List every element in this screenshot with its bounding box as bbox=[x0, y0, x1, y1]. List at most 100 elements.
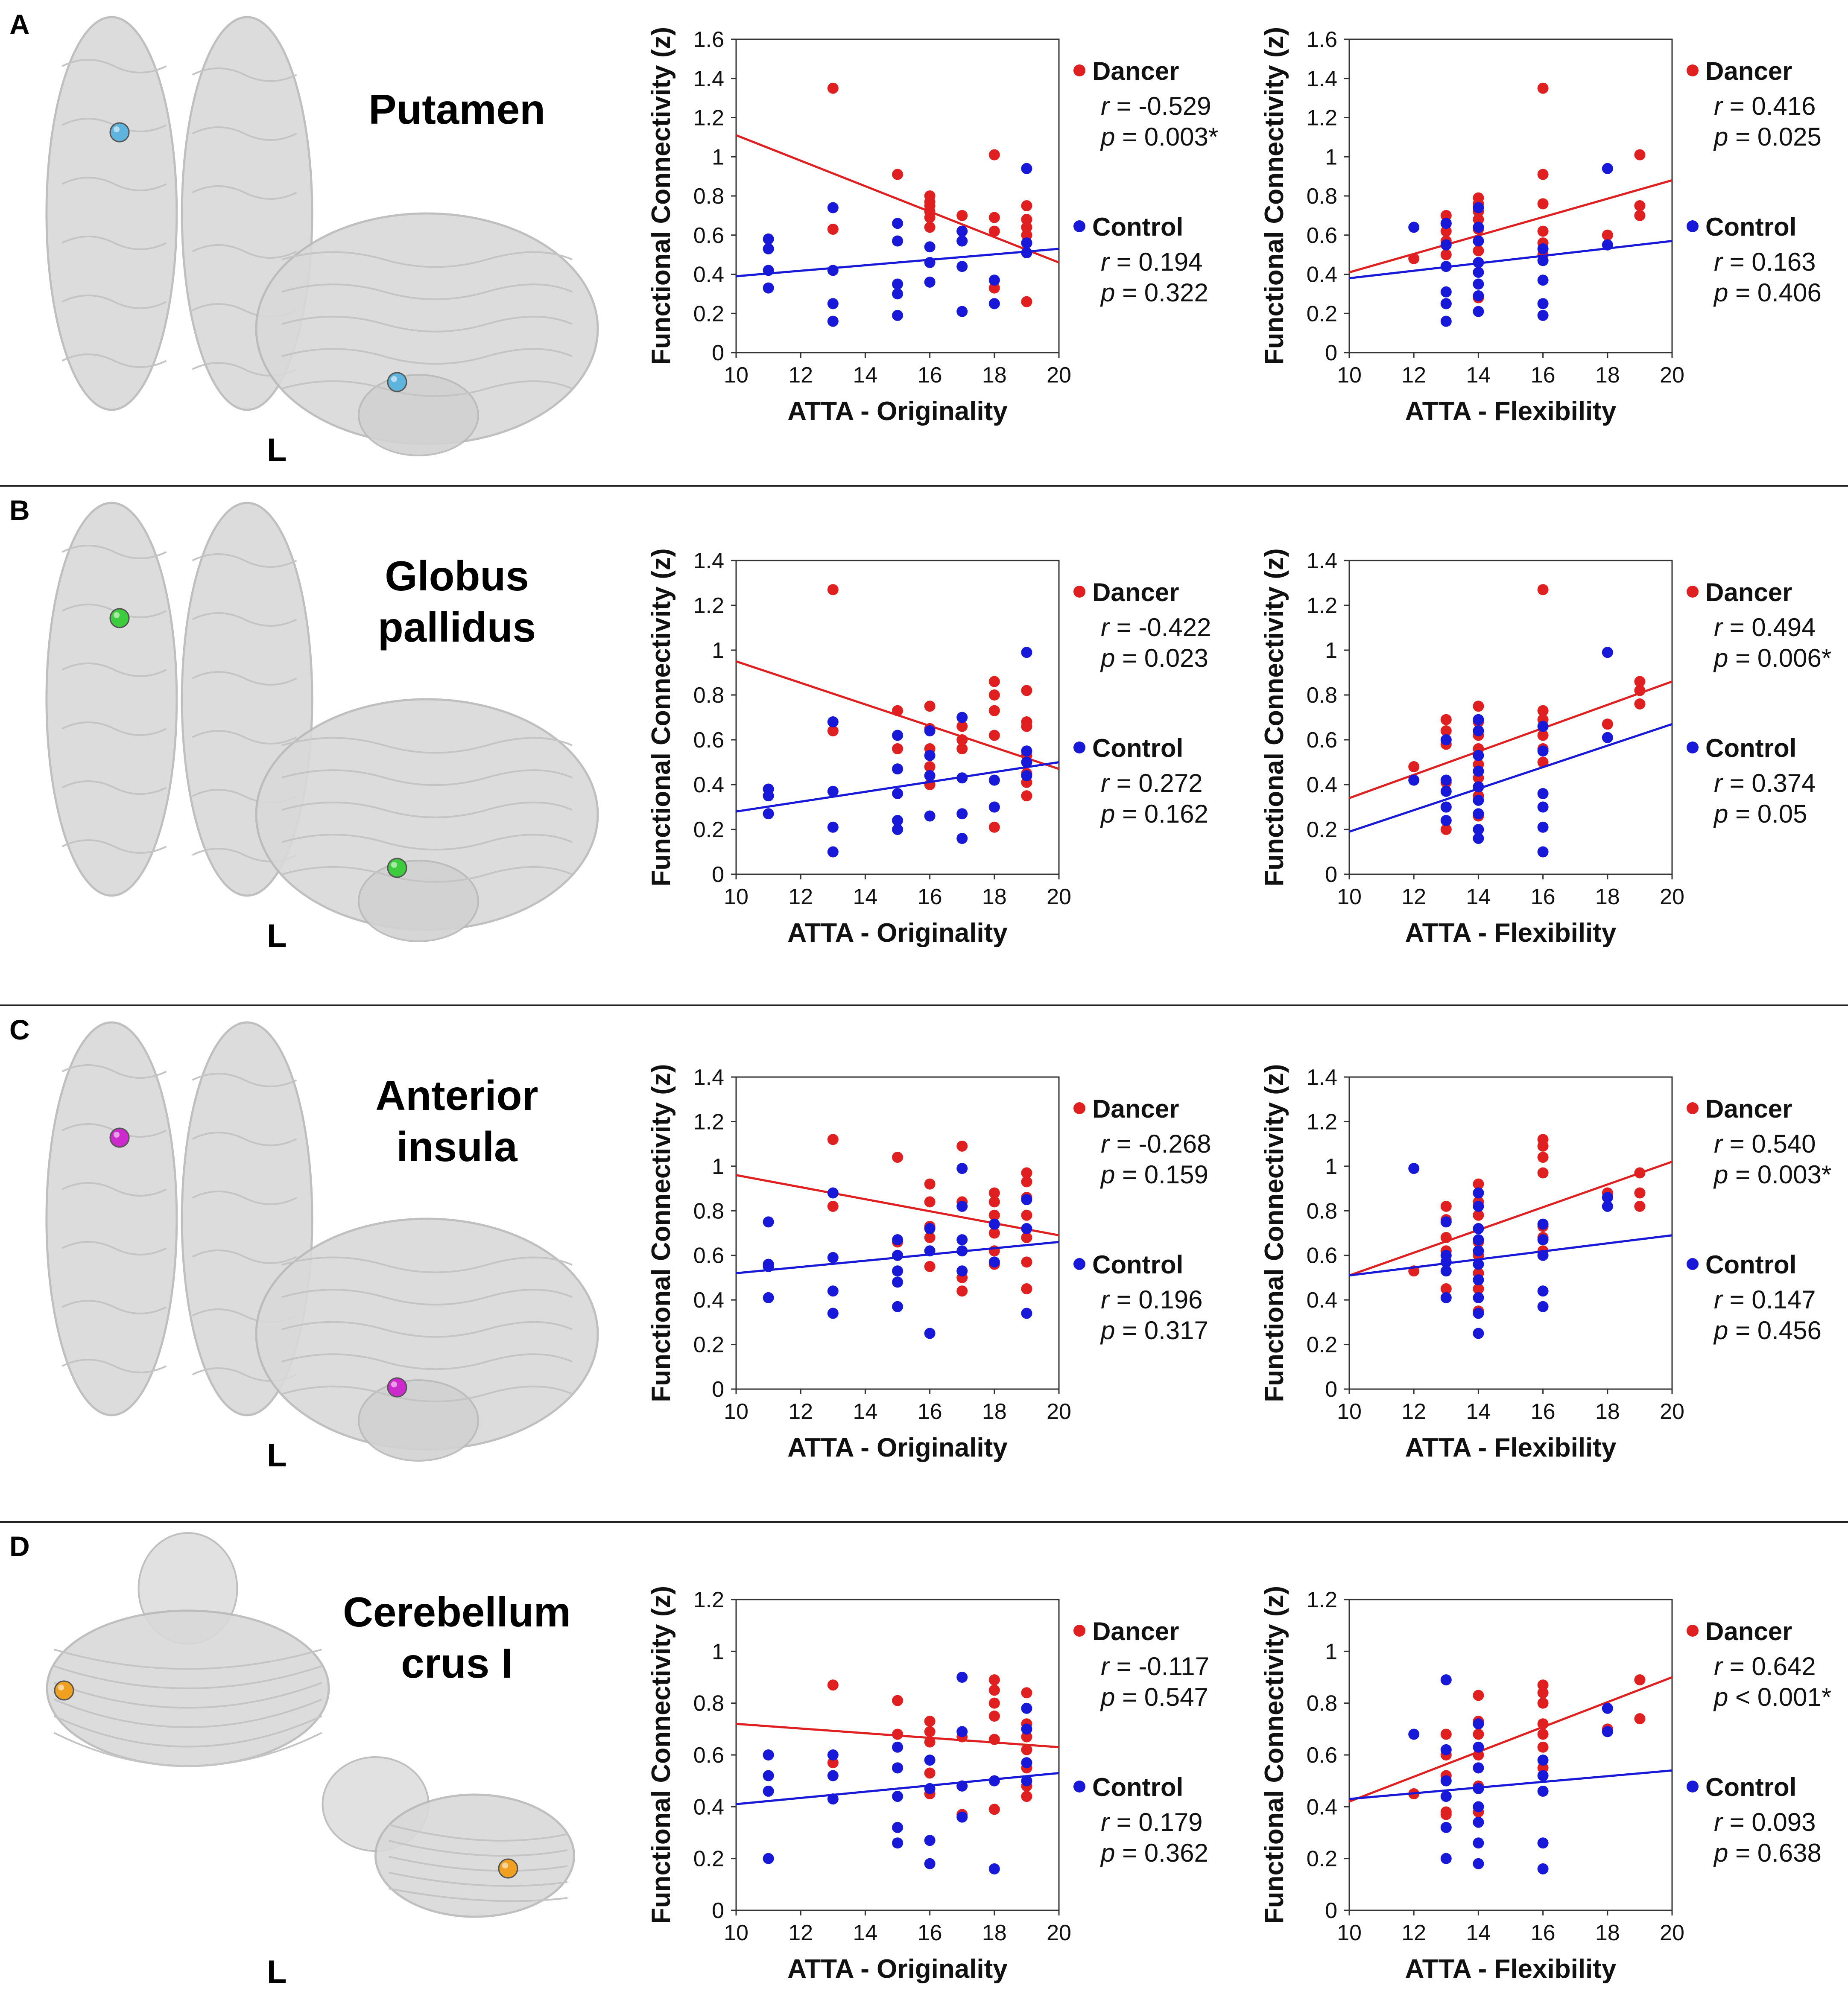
control-point bbox=[988, 298, 1000, 309]
y-tick-label: 1 bbox=[1325, 638, 1337, 663]
p-symbol: p bbox=[1100, 278, 1115, 307]
control-regression-line bbox=[736, 761, 1059, 813]
control-point bbox=[1537, 309, 1549, 321]
r-eq: = bbox=[1109, 1808, 1138, 1836]
plot-frame bbox=[1348, 560, 1673, 875]
x-axis-title: ATTA - Flexibility bbox=[1405, 397, 1617, 426]
dancer-point bbox=[1537, 1167, 1549, 1179]
dancer-legend-marker bbox=[1687, 64, 1699, 76]
control-point bbox=[1473, 794, 1484, 806]
p-value: 0.638 bbox=[1757, 1839, 1822, 1867]
region-title-line: insula bbox=[396, 1123, 518, 1170]
dancer-point bbox=[1021, 1167, 1032, 1179]
control-point bbox=[1473, 266, 1484, 278]
dancer-point bbox=[827, 584, 839, 596]
dancer-point bbox=[1021, 1731, 1032, 1743]
dancer-point bbox=[1537, 756, 1549, 768]
dancer-point bbox=[924, 1232, 936, 1243]
plot-frame bbox=[1348, 38, 1673, 353]
dancer-legend-marker bbox=[1073, 1625, 1085, 1637]
control-p-stat: p = 0.322 bbox=[1100, 278, 1208, 307]
y-axis-title: Functional Connectivity (z) bbox=[1260, 1064, 1289, 1402]
brain-illustration bbox=[46, 1532, 575, 1918]
control-point bbox=[1473, 1741, 1484, 1753]
dancer-point bbox=[1537, 225, 1549, 237]
control-point bbox=[1473, 1816, 1484, 1828]
control-point bbox=[763, 233, 774, 245]
dancer-point bbox=[1634, 698, 1646, 709]
gyrus-line bbox=[61, 295, 167, 309]
x-axis-title: ATTA - Originality bbox=[787, 1954, 1008, 1984]
x-tick-label: 20 bbox=[1047, 1399, 1071, 1424]
control-point bbox=[988, 274, 1000, 286]
y-axis-title: Functional Connectivity (z) bbox=[1260, 27, 1289, 365]
p-eq: = bbox=[1115, 1683, 1144, 1711]
control-point bbox=[1440, 1292, 1452, 1303]
control-point bbox=[1473, 1837, 1484, 1849]
control-point bbox=[1537, 274, 1549, 286]
dancer-p-stat: p = 0.003* bbox=[1100, 123, 1218, 151]
dancer-point bbox=[1634, 210, 1646, 221]
r-value: -0.268 bbox=[1138, 1130, 1211, 1158]
control-regression-line bbox=[736, 1772, 1059, 1805]
control-r-stat: r = 0.093 bbox=[1714, 1808, 1816, 1836]
r-value: -0.422 bbox=[1138, 613, 1211, 642]
r-value: 0.147 bbox=[1752, 1285, 1816, 1314]
dancer-point bbox=[988, 1711, 1000, 1722]
control-point bbox=[827, 202, 839, 213]
p-symbol: p bbox=[1100, 1160, 1115, 1189]
p-value: 0.023 bbox=[1144, 644, 1208, 672]
folia-line bbox=[388, 1824, 568, 1842]
control-point bbox=[892, 1250, 903, 1261]
x-axis-title: ATTA - Flexibility bbox=[1405, 1433, 1617, 1463]
dancer-point bbox=[988, 1209, 1000, 1221]
x-tick-label: 20 bbox=[1660, 885, 1684, 909]
plot-frame bbox=[735, 1076, 1060, 1390]
r-value: 0.416 bbox=[1752, 92, 1816, 120]
dancer-point bbox=[956, 721, 968, 732]
dancer-point bbox=[1440, 824, 1452, 835]
control-point bbox=[1473, 1223, 1484, 1235]
dancer-regression-line bbox=[736, 1174, 1059, 1237]
y-tick-label: 0.8 bbox=[693, 683, 724, 708]
r-eq: = bbox=[1722, 1130, 1752, 1158]
control-point bbox=[1473, 1762, 1484, 1774]
dancer-point bbox=[924, 1261, 936, 1272]
gyrus-line bbox=[281, 348, 573, 365]
r-value: 0.272 bbox=[1138, 769, 1202, 797]
dancer-point bbox=[988, 821, 1000, 833]
p-value: 0.322 bbox=[1144, 278, 1208, 307]
dancer-r-stat: r = -0.268 bbox=[1101, 1130, 1211, 1158]
p-eq: = bbox=[1115, 278, 1144, 307]
x-tick-label: 16 bbox=[918, 1921, 942, 1945]
control-point bbox=[892, 1265, 903, 1277]
control-legend-label: Control bbox=[1705, 1250, 1796, 1279]
plot-frame bbox=[735, 560, 1060, 875]
control-point bbox=[1537, 243, 1549, 254]
control-point bbox=[1473, 202, 1484, 213]
gyrus-line bbox=[192, 1073, 297, 1087]
control-point bbox=[1537, 846, 1549, 858]
p-eq: = bbox=[1115, 1839, 1144, 1867]
control-point bbox=[1473, 1718, 1484, 1730]
control-point bbox=[1537, 1301, 1549, 1312]
dancer-r-stat: r = -0.117 bbox=[1101, 1652, 1209, 1681]
dancer-point bbox=[1021, 790, 1032, 802]
control-point bbox=[763, 1749, 774, 1760]
control-point bbox=[892, 235, 903, 247]
dancer-p-stat: p = 0.025 bbox=[1713, 123, 1822, 151]
p-symbol: p bbox=[1713, 278, 1728, 307]
y-axis-title: Functional Connectivity (z) bbox=[646, 27, 676, 365]
region-title-line: Cerebellum bbox=[343, 1588, 571, 1635]
control-point bbox=[763, 790, 774, 802]
y-tick-label: 0.2 bbox=[1307, 817, 1337, 842]
scatter-plot-originality: 0 0.2 0.4 0.6 0.8 1 1.2 10 12 14 16 18 20 ATTA - Orig… bbox=[646, 1586, 1209, 1984]
panel-letter: D bbox=[9, 1530, 30, 1562]
x-tick-label: 16 bbox=[1531, 885, 1556, 909]
control-point bbox=[988, 801, 1000, 813]
control-p-stat: p = 0.406 bbox=[1713, 278, 1822, 307]
r-eq: = bbox=[1722, 769, 1752, 797]
x-tick-label: 16 bbox=[918, 1399, 942, 1424]
y-tick-label: 0 bbox=[712, 1898, 724, 1923]
